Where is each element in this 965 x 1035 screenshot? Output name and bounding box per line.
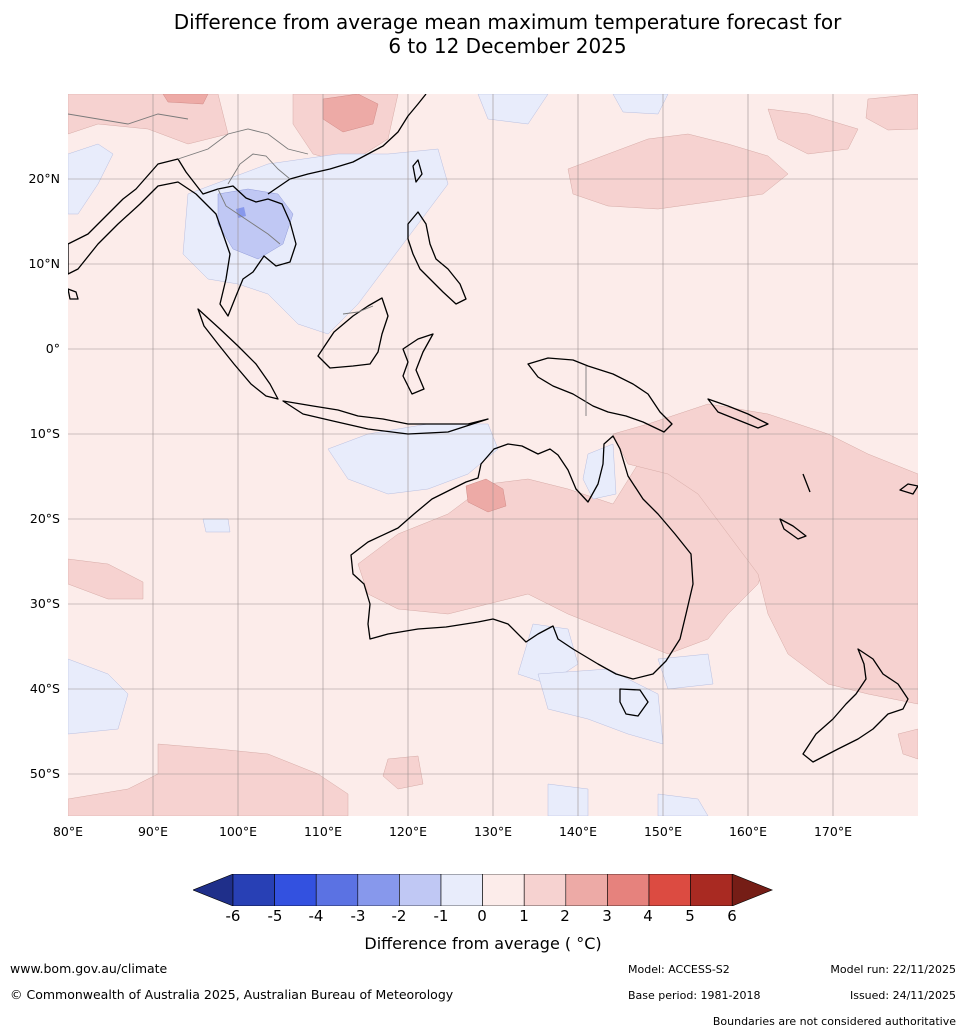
colorbar-tick: 6 xyxy=(727,907,737,925)
colorbar-cell xyxy=(232,874,275,906)
colorbar-tick: -2 xyxy=(391,907,407,925)
lon-label-170e: 170°E xyxy=(813,824,852,839)
lon-label-140e: 140°E xyxy=(558,824,597,839)
anomaly-minus-3-2-regions xyxy=(236,207,246,218)
colorbar-cell xyxy=(565,874,608,906)
colorbar-cells xyxy=(193,874,773,906)
base-period: Base period: 1981-2018 xyxy=(628,989,761,1002)
anomaly-plus-1-2-regions xyxy=(68,94,918,816)
coastlines xyxy=(68,94,918,763)
website-link[interactable]: www.bom.gov.au/climate xyxy=(10,961,168,976)
colorbar-tick: -4 xyxy=(308,907,324,925)
lat-label-30s: 30°S xyxy=(29,596,60,611)
country-borders xyxy=(68,113,587,416)
colorbar-tick: 0 xyxy=(477,907,487,925)
colorbar-tick: -5 xyxy=(267,907,283,925)
lon-label-150e: 150°E xyxy=(643,824,682,839)
lon-label-80e: 80°E xyxy=(52,824,84,839)
colorbar-tick: 1 xyxy=(519,907,529,925)
colorbar-cell xyxy=(523,874,567,906)
colorbar-tick: -6 xyxy=(225,907,241,925)
colorbar-cell xyxy=(440,874,483,906)
colorbar-cell xyxy=(274,874,317,906)
lat-label-0: 0° xyxy=(45,341,60,356)
lat-label-10n: 10°N xyxy=(28,256,60,271)
colorbar xyxy=(193,874,773,906)
colorbar-cell xyxy=(315,874,359,906)
colorbar-cell xyxy=(648,874,691,906)
lat-label-10s: 10°S xyxy=(29,426,60,441)
colorbar-tick: -1 xyxy=(433,907,449,925)
copyright-text: © Commonwealth of Australia 2025, Austra… xyxy=(10,987,454,1002)
map-title-line1: Difference from average mean maximum tem… xyxy=(173,10,842,34)
colorbar-extend-high xyxy=(731,874,773,906)
colorbar-cell xyxy=(357,874,400,906)
model-run-date: Model run: 22/11/2025 xyxy=(830,963,956,976)
boundaries-disclaimer: Boundaries are not considered authoritat… xyxy=(712,1015,956,1028)
colorbar-tick: 4 xyxy=(643,907,653,925)
issued-date: Issued: 24/11/2025 xyxy=(849,989,956,1002)
lat-label-50s: 50°S xyxy=(29,766,60,781)
lat-label-40s: 40°S xyxy=(29,681,60,696)
colorbar-cell xyxy=(690,874,733,906)
colorbar-cell xyxy=(482,874,525,906)
lon-label-100e: 100°E xyxy=(218,824,257,839)
colorbar-tick: 5 xyxy=(685,907,695,925)
lon-label-110e: 110°E xyxy=(303,824,342,839)
model-name: Model: ACCESS-S2 xyxy=(628,963,730,976)
anomaly-plus-2-3-regions xyxy=(162,94,507,513)
map-title-line2: 6 to 12 December 2025 xyxy=(388,34,627,58)
map-title: Difference from average mean maximum tem… xyxy=(0,10,965,58)
lon-label-120e: 120°E xyxy=(388,824,427,839)
lon-label-160e: 160°E xyxy=(728,824,767,839)
lon-label-90e: 90°E xyxy=(137,824,169,839)
colorbar-cell xyxy=(399,874,442,906)
lat-label-20s: 20°S xyxy=(29,511,60,526)
colorbar-label: Difference from average ( °C) xyxy=(364,934,602,953)
colorbar-tick: 2 xyxy=(560,907,570,925)
lon-label-130e: 130°E xyxy=(473,824,512,839)
colorbar-extend-low xyxy=(193,874,234,906)
colorbar-tick: -3 xyxy=(350,907,366,925)
colorbar-cell xyxy=(607,874,650,906)
map-canvas xyxy=(68,94,918,816)
temperature-anomaly-map xyxy=(68,94,918,816)
lat-label-20n: 20°N xyxy=(28,171,60,186)
colorbar-tick: 3 xyxy=(602,907,612,925)
